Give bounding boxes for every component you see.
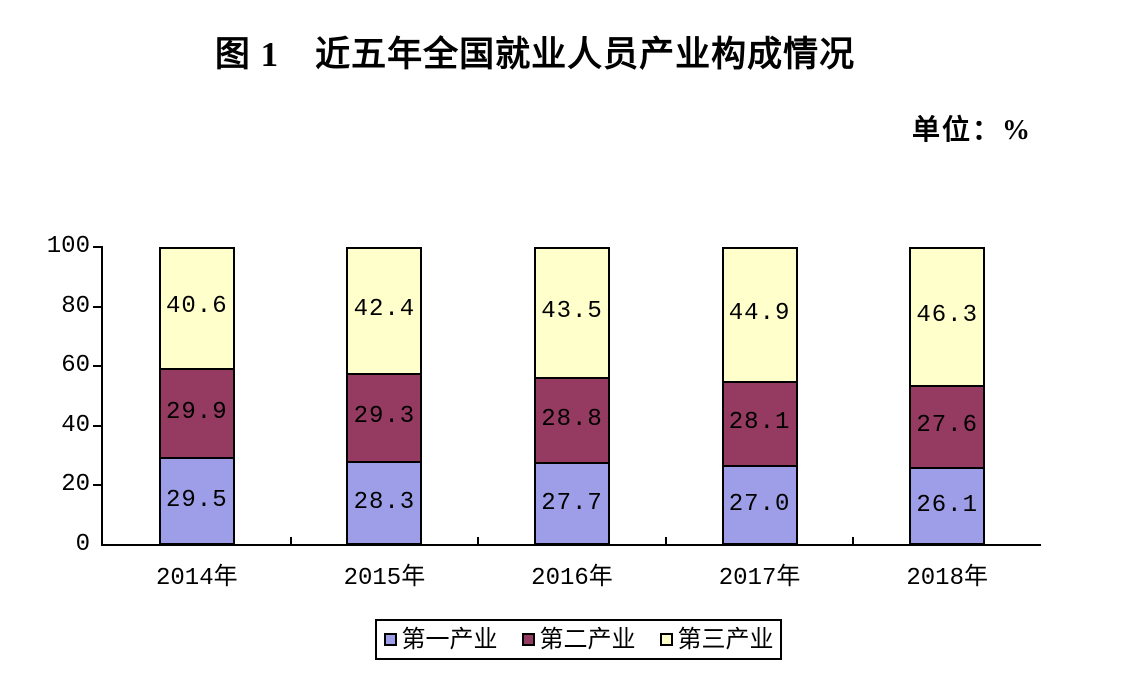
x-tick-label: 2017年 [718, 565, 801, 592]
bar-segment [721, 247, 798, 381]
y-tick [93, 424, 101, 427]
legend-item: 第一产业 [383, 626, 498, 653]
bar-segment [346, 373, 423, 461]
bar-value-label: 26.1 [916, 492, 978, 520]
y-tick [93, 246, 101, 248]
y-tick-label: 100 [46, 233, 90, 260]
bar-segment [534, 462, 610, 545]
bar-segment [346, 460, 423, 545]
x-tick-label: 2016年 [531, 565, 613, 592]
bar-value-label: 27.6 [916, 412, 978, 440]
unit-label: 单位：% [911, 115, 1032, 146]
bar-segment [534, 247, 610, 377]
bar-segment [909, 384, 986, 468]
bar-segment [721, 464, 798, 545]
x-tick-label: 2015年 [343, 565, 426, 592]
bar-value-label: 28.8 [541, 405, 603, 433]
chart-title: 图 1 近五年全国就业人员产业构成情况 [214, 35, 856, 74]
legend: 第一产业 第二产业 第三产业 [375, 619, 782, 660]
bar-value-label: 46.3 [916, 301, 978, 329]
bar-segment [909, 467, 986, 545]
y-tick [93, 365, 101, 368]
y-tick-label: 80 [61, 292, 90, 320]
x-tick-label: 2018年 [906, 565, 988, 592]
x-axis [101, 544, 1041, 546]
bar-value-label: 29.3 [353, 403, 416, 430]
bar-segment [158, 367, 235, 458]
y-tick-label: 60 [61, 352, 90, 380]
legend-label: 第一产业 [401, 626, 498, 653]
y-tick-label: 20 [61, 471, 90, 499]
bar-value-label: 40.6 [165, 293, 228, 321]
bar-value-label: 28.3 [353, 488, 416, 516]
bar-segment [909, 247, 986, 385]
legend-item: 第二产业 [521, 626, 636, 653]
bar-value-label: 43.5 [541, 297, 603, 325]
bar-value-label: 44.9 [728, 299, 791, 327]
x-tick [289, 537, 292, 545]
bar-value-label: 28.1 [728, 408, 791, 436]
legend-label: 第三产业 [677, 626, 774, 653]
x-tick [852, 537, 855, 545]
legend-label: 第二产业 [539, 626, 636, 653]
x-tick-label: 2014年 [155, 565, 238, 592]
bar-value-label: 27.0 [728, 490, 791, 518]
y-tick-label: 0 [75, 531, 90, 558]
y-tick-label: 40 [61, 411, 90, 439]
legend-item: 第三产业 [659, 626, 774, 653]
bar-segment [721, 380, 798, 465]
legend-swatch-icon [383, 633, 397, 646]
y-tick [93, 484, 101, 487]
bar-segment [346, 247, 423, 374]
bar-segment [158, 247, 235, 368]
legend-swatch-icon [521, 633, 535, 646]
bar-segment [158, 457, 235, 545]
bar-value-label: 29.5 [165, 487, 228, 515]
bar-value-label: 27.7 [541, 489, 603, 517]
x-tick [477, 537, 480, 545]
bar-value-label: 29.9 [165, 398, 228, 426]
y-tick [93, 305, 101, 308]
x-tick [664, 537, 667, 545]
bar-value-label: 42.4 [353, 296, 416, 324]
bar-segment [534, 376, 610, 463]
y-axis [101, 246, 103, 546]
legend-swatch-icon [659, 633, 673, 646]
